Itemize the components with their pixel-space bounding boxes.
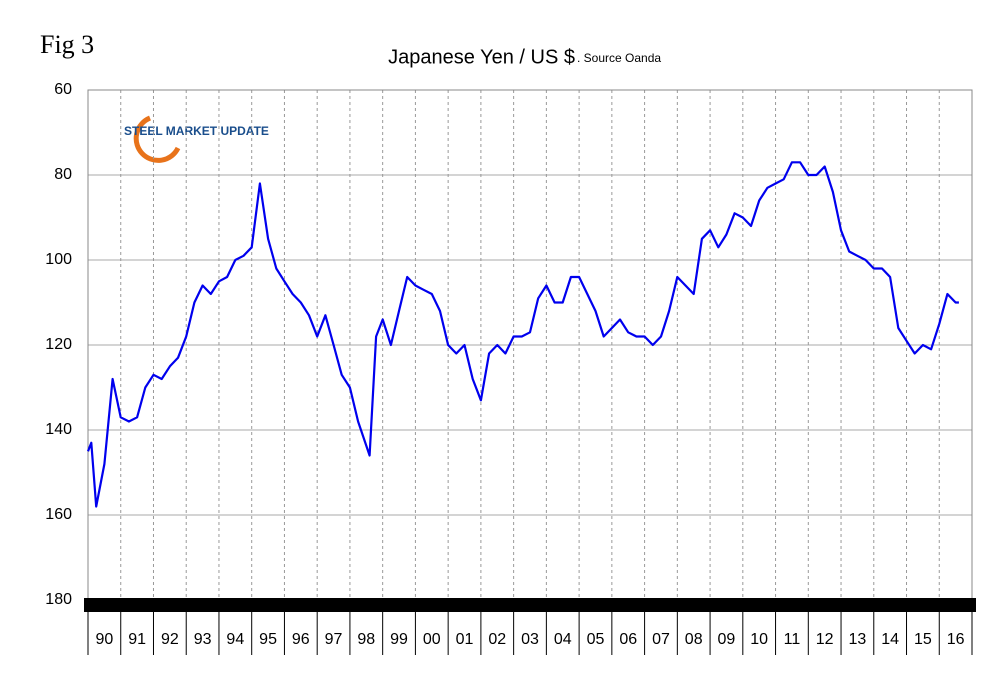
y-tick-label: 160	[45, 506, 72, 523]
x-tick-label: 97	[325, 631, 343, 648]
logo-swoosh	[133, 115, 181, 163]
x-tick-label: 04	[554, 631, 572, 648]
x-tick-label: 16	[947, 631, 965, 648]
x-tick-label: 14	[881, 631, 899, 648]
x-tick-label: 93	[194, 631, 212, 648]
y-tick-label: 80	[54, 166, 72, 183]
logo: STEEL MARKET UPDATE	[124, 115, 269, 163]
x-tick-label: 01	[456, 631, 474, 648]
x-tick-label: 96	[292, 631, 310, 648]
x-tick-label: 07	[652, 631, 670, 648]
x-tick-label: 91	[128, 631, 146, 648]
y-tick-label: 180	[45, 591, 72, 608]
x-tick-label: 10	[750, 631, 768, 648]
data-line	[86, 161, 959, 508]
y-tick-label: 100	[45, 251, 72, 268]
logo-text: STEEL MARKET UPDATE	[124, 124, 269, 138]
x-tick-label: 15	[914, 631, 932, 648]
x-tick-label: 94	[226, 631, 244, 648]
x-tick-label: 08	[685, 631, 703, 648]
x-tick-label: 03	[521, 631, 539, 648]
x-tick-label: 00	[423, 631, 441, 648]
x-tick-label: 99	[390, 631, 408, 648]
y-tick-label: 120	[45, 336, 72, 353]
x-tick-label: 95	[259, 631, 277, 648]
x-tick-label: 06	[619, 631, 637, 648]
x-tick-label: 02	[488, 631, 506, 648]
x-tick-label: 12	[816, 631, 834, 648]
x-tick-label: 92	[161, 631, 179, 648]
x-tick-label: 13	[849, 631, 867, 648]
y-tick-label: 60	[54, 81, 72, 98]
x-tick-label: 09	[718, 631, 736, 648]
x-axis-bar	[84, 598, 976, 612]
x-tick-label: 98	[357, 631, 375, 648]
chart-subtitle: . Source Oanda	[577, 51, 661, 65]
x-tick-label: 05	[587, 631, 605, 648]
figure-label: Fig 3	[40, 30, 94, 59]
y-tick-label: 140	[45, 421, 72, 438]
chart-title: Japanese Yen / US $	[388, 46, 575, 68]
x-tick-label: 11	[784, 631, 801, 648]
x-tick-label: 90	[95, 631, 113, 648]
